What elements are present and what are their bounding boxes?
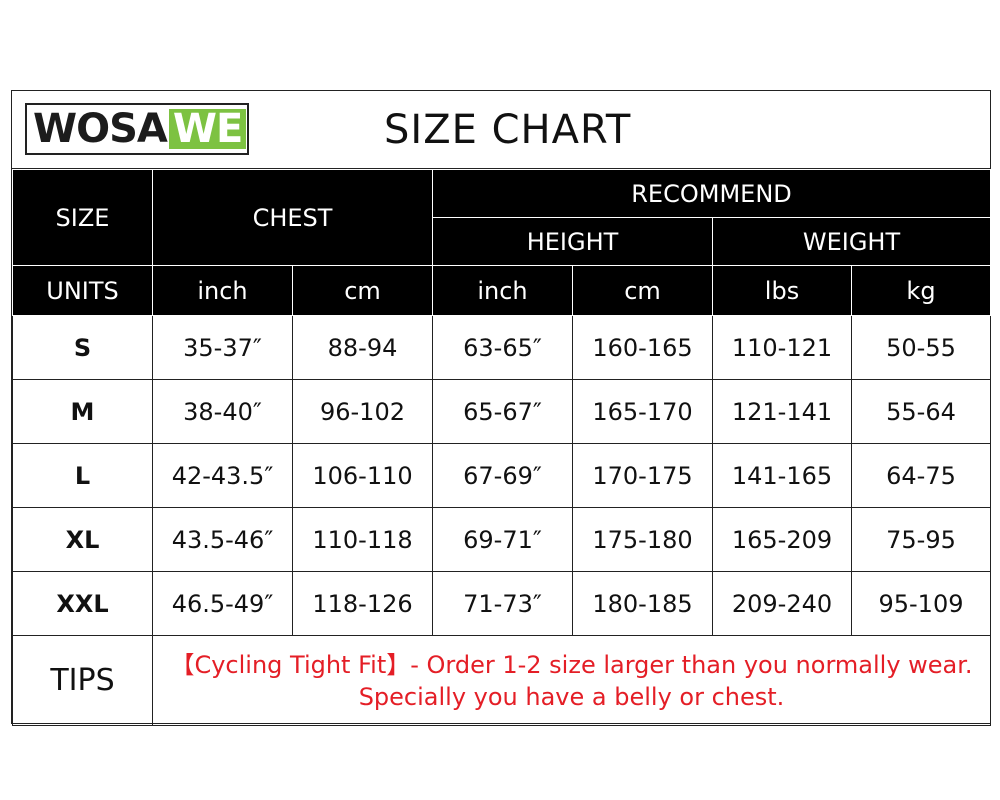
chest-inch-cell: 38-40″ <box>152 379 293 444</box>
height-inch-cell: 71-73″ <box>432 571 573 636</box>
chest-cm-cell: 118-126 <box>292 571 433 636</box>
size-cell: XXL <box>12 571 153 636</box>
weight-lbs-cell: 110-121 <box>712 315 852 380</box>
unit-chest-cm: cm <box>292 265 433 316</box>
weight-kg-cell: 64-75 <box>851 443 991 508</box>
chest-cm-cell: 110-118 <box>292 507 433 572</box>
size-cell: XL <box>12 507 153 572</box>
height-cm-cell: 170-175 <box>572 443 713 508</box>
table-row: S 35-37″ 88-94 63-65″ 160-165 110-121 50… <box>12 315 991 380</box>
chest-cm-cell: 96-102 <box>292 379 433 444</box>
tips-text: 【Cycling Tight Fit】- Order 1-2 size larg… <box>152 635 991 726</box>
height-cm-cell: 180-185 <box>572 571 713 636</box>
tips-line-1: 【Cycling Tight Fit】- Order 1-2 size larg… <box>170 650 973 679</box>
height-cm-cell: 160-165 <box>572 315 713 380</box>
weight-kg-cell: 55-64 <box>851 379 991 444</box>
chest-inch-cell: 46.5-49″ <box>152 571 293 636</box>
size-cell: M <box>12 379 153 444</box>
weight-kg-cell: 75-95 <box>851 507 991 572</box>
chest-cm-cell: 106-110 <box>292 443 433 508</box>
size-chart: WOSA WE SIZE CHART SIZE CHEST RECOMMEND … <box>11 90 991 726</box>
header-units: UNITS <box>12 265 153 316</box>
height-inch-cell: 65-67″ <box>432 379 573 444</box>
height-inch-cell: 63-65″ <box>432 315 573 380</box>
table-row: M 38-40″ 96-102 65-67″ 165-170 121-141 5… <box>12 379 991 444</box>
table-row: XL 43.5-46″ 110-118 69-71″ 175-180 165-2… <box>12 507 991 572</box>
weight-lbs-cell: 209-240 <box>712 571 852 636</box>
size-table: SIZE CHEST RECOMMEND HEIGHT WEIGHT UNITS… <box>12 169 991 726</box>
height-inch-cell: 67-69″ <box>432 443 573 508</box>
weight-lbs-cell: 121-141 <box>712 379 852 444</box>
chest-inch-cell: 43.5-46″ <box>152 507 293 572</box>
unit-height-inch: inch <box>432 265 573 316</box>
unit-weight-lbs: lbs <box>712 265 852 316</box>
tips-label: TIPS <box>12 635 153 726</box>
size-cell: L <box>12 443 153 508</box>
chart-header: WOSA WE SIZE CHART <box>12 91 990 169</box>
header-size: SIZE <box>12 169 153 266</box>
chest-inch-cell: 35-37″ <box>152 315 293 380</box>
unit-weight-kg: kg <box>851 265 991 316</box>
page-title: SIZE CHART <box>384 107 632 153</box>
header-height: HEIGHT <box>432 217 713 266</box>
header-chest: CHEST <box>152 169 433 266</box>
weight-lbs-cell: 141-165 <box>712 443 852 508</box>
unit-chest-inch: inch <box>152 265 293 316</box>
table-row: L 42-43.5″ 106-110 67-69″ 170-175 141-16… <box>12 443 991 508</box>
chest-cm-cell: 88-94 <box>292 315 433 380</box>
table-row: XXL 46.5-49″ 118-126 71-73″ 180-185 209-… <box>12 571 991 636</box>
tips-line-2: Specially you have a belly or chest. <box>358 682 785 711</box>
weight-lbs-cell: 165-209 <box>712 507 852 572</box>
brand-logo: WOSA WE <box>25 103 249 155</box>
brand-logo-text: WOSA <box>33 106 168 152</box>
size-cell: S <box>12 315 153 380</box>
chest-inch-cell: 42-43.5″ <box>152 443 293 508</box>
tips-row: TIPS 【Cycling Tight Fit】- Order 1-2 size… <box>12 635 991 726</box>
header-recommend: RECOMMEND <box>432 169 991 218</box>
weight-kg-cell: 50-55 <box>851 315 991 380</box>
weight-kg-cell: 95-109 <box>851 571 991 636</box>
brand-logo-accent-text: WE <box>168 106 247 152</box>
unit-height-cm: cm <box>572 265 713 316</box>
height-cm-cell: 175-180 <box>572 507 713 572</box>
header-weight: WEIGHT <box>712 217 991 266</box>
height-cm-cell: 165-170 <box>572 379 713 444</box>
height-inch-cell: 69-71″ <box>432 507 573 572</box>
